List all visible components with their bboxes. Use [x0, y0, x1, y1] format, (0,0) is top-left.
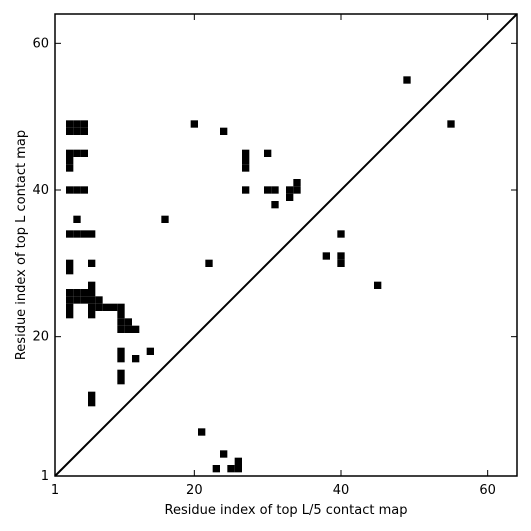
contact-cell — [337, 252, 345, 260]
contact-cell — [66, 296, 74, 304]
contact-cell — [242, 149, 250, 157]
contact-cell — [447, 120, 455, 128]
contact-cell — [88, 391, 96, 399]
contact-cell — [212, 465, 220, 473]
contact-cell — [66, 164, 74, 172]
contact-cell — [220, 450, 228, 458]
contact-cell — [198, 428, 206, 436]
y-axis-label: Residue index of top L contact map — [14, 130, 29, 360]
plot-frame — [54, 13, 518, 477]
contact-cell — [80, 127, 88, 135]
x-tick-label: 1 — [51, 483, 59, 498]
contact-cell — [73, 120, 81, 128]
contact-cell — [146, 347, 154, 355]
contact-cell — [80, 230, 88, 238]
contact-cell — [88, 399, 96, 407]
contact-cell — [66, 230, 74, 238]
contact-cell — [242, 164, 250, 172]
contact-cell — [293, 179, 301, 187]
contact-cell — [286, 193, 294, 201]
contact-cell — [124, 318, 132, 326]
y-tick-label: 40 — [32, 183, 49, 198]
y-tick-label: 60 — [32, 36, 49, 51]
axis-ticks: 1 20 40 60 1 20 40 60 — [32, 14, 517, 498]
contact-cell — [264, 149, 272, 157]
y-tick-label: 20 — [32, 330, 49, 345]
contact-cell — [102, 303, 110, 311]
y-tick-label: 1 — [41, 469, 49, 484]
x-tick-label: 20 — [186, 483, 203, 498]
contact-cell — [66, 289, 74, 297]
contact-cell — [374, 281, 382, 289]
contact-cell — [88, 259, 96, 267]
contact-cell — [80, 149, 88, 157]
contact-cell — [66, 267, 74, 275]
contact-cell — [66, 186, 74, 194]
x-tick-label: 60 — [479, 483, 496, 498]
contact-cell — [73, 186, 81, 194]
x-axis-label: Residue index of top L/5 contact map — [165, 503, 408, 518]
contact-cell — [88, 303, 96, 311]
contact-cell — [73, 230, 81, 238]
contact-cell — [88, 296, 96, 304]
contact-cell — [124, 325, 132, 333]
contact-cell — [117, 318, 125, 326]
contact-cell — [132, 355, 140, 363]
contact-cell — [66, 149, 74, 157]
contact-cell — [117, 303, 125, 311]
contact-cell — [190, 120, 198, 128]
contact-cell — [117, 311, 125, 319]
contact-cell — [242, 157, 250, 165]
contact-cell — [271, 201, 279, 209]
contact-cell — [117, 377, 125, 385]
diagonal-line — [54, 13, 518, 477]
contact-cell — [227, 465, 235, 473]
contact-cell — [73, 296, 81, 304]
contact-cell — [73, 289, 81, 297]
x-tick-label: 40 — [333, 483, 350, 498]
contact-cell — [234, 465, 242, 473]
contact-cell — [337, 230, 345, 238]
contact-cell — [322, 252, 330, 260]
contact-cell — [80, 186, 88, 194]
contact-cell — [293, 186, 301, 194]
contact-cell — [88, 230, 96, 238]
contact-cell — [242, 186, 250, 194]
contact-cell — [66, 303, 74, 311]
contact-cell — [161, 215, 169, 223]
contact-cell — [66, 259, 74, 267]
contact-cell — [117, 369, 125, 377]
contact-cell — [73, 127, 81, 135]
contact-cell — [95, 296, 103, 304]
contact-cell — [205, 259, 213, 267]
contact-cell — [337, 259, 345, 267]
contact-cell — [88, 311, 96, 319]
contact-cell — [73, 215, 81, 223]
contact-cell — [403, 76, 411, 84]
contact-cell — [80, 289, 88, 297]
contact-cell — [271, 186, 279, 194]
contact-cell — [234, 457, 242, 465]
contact-cell — [73, 149, 81, 157]
contact-cell — [95, 303, 103, 311]
contact-cell — [286, 186, 294, 194]
contact-cell — [80, 296, 88, 304]
contact-cell — [66, 157, 74, 165]
contact-cell — [117, 355, 125, 363]
contact-cell — [66, 311, 74, 319]
contact-cell — [220, 127, 228, 135]
contact-cell — [110, 303, 118, 311]
contact-cell — [117, 347, 125, 355]
contact-cell — [88, 289, 96, 297]
contact-cell — [88, 281, 96, 289]
contact-cell — [80, 120, 88, 128]
contact-cell — [132, 325, 140, 333]
contact-cell — [66, 120, 74, 128]
contact-cells — [66, 76, 455, 473]
contact-cell — [264, 186, 272, 194]
contact-cell — [117, 325, 125, 333]
contact-cell — [66, 127, 74, 135]
